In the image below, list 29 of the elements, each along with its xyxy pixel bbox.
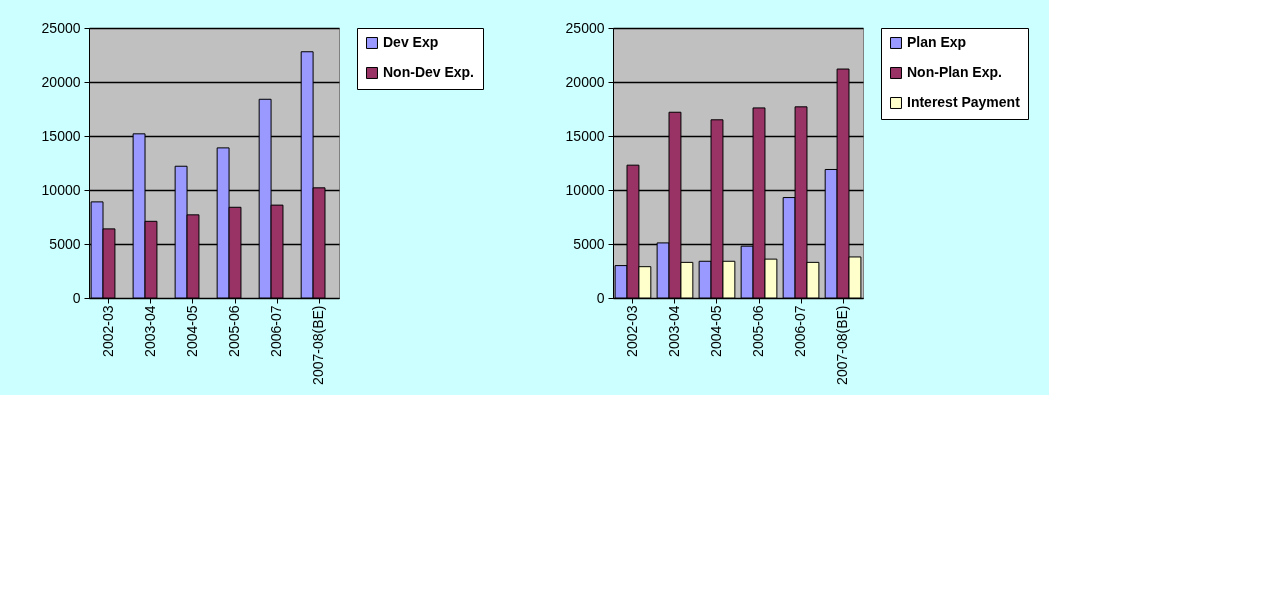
y-tick-label: 25000: [41, 19, 81, 36]
y-tick-label: 25000: [565, 19, 605, 36]
legend-label: Interest Payment: [907, 94, 1021, 110]
legend-label: Dev Exp: [383, 34, 439, 50]
x-tick-label: 2005-06: [226, 305, 243, 357]
y-tick-label: 20000: [41, 73, 81, 90]
x-tick-label: 2002-03: [99, 305, 116, 357]
legend-label: Non-Plan Exp.: [907, 64, 1002, 80]
x-tick-label: 2006-07: [792, 305, 809, 357]
x-tick-label: 2004-05: [183, 305, 200, 357]
y-tick-label: 10000: [41, 181, 81, 198]
y-tick-label: 0: [596, 289, 605, 306]
x-tick-label: 2007-08(BE): [834, 305, 851, 385]
legend-label: Plan Exp: [907, 34, 967, 50]
x-tick-label: 2007-08(BE): [310, 305, 327, 385]
legend-label: Non-Dev Exp.: [383, 64, 475, 80]
x-tick-label: 2002-03: [623, 305, 640, 357]
x-tick-label: 2003-04: [665, 305, 682, 357]
y-tick-label: 20000: [565, 73, 605, 90]
y-tick-label: 15000: [565, 127, 605, 144]
x-tick-label: 2004-05: [707, 305, 724, 357]
y-tick-label: 15000: [41, 127, 81, 144]
y-tick-label: 5000: [573, 235, 605, 252]
y-tick-label: 10000: [565, 181, 605, 198]
x-tick-label: 2005-06: [750, 305, 767, 357]
x-tick-label: 2006-07: [268, 305, 285, 357]
y-tick-label: 5000: [49, 235, 81, 252]
x-tick-label: 2003-04: [141, 305, 158, 357]
y-tick-label: 0: [72, 289, 81, 306]
